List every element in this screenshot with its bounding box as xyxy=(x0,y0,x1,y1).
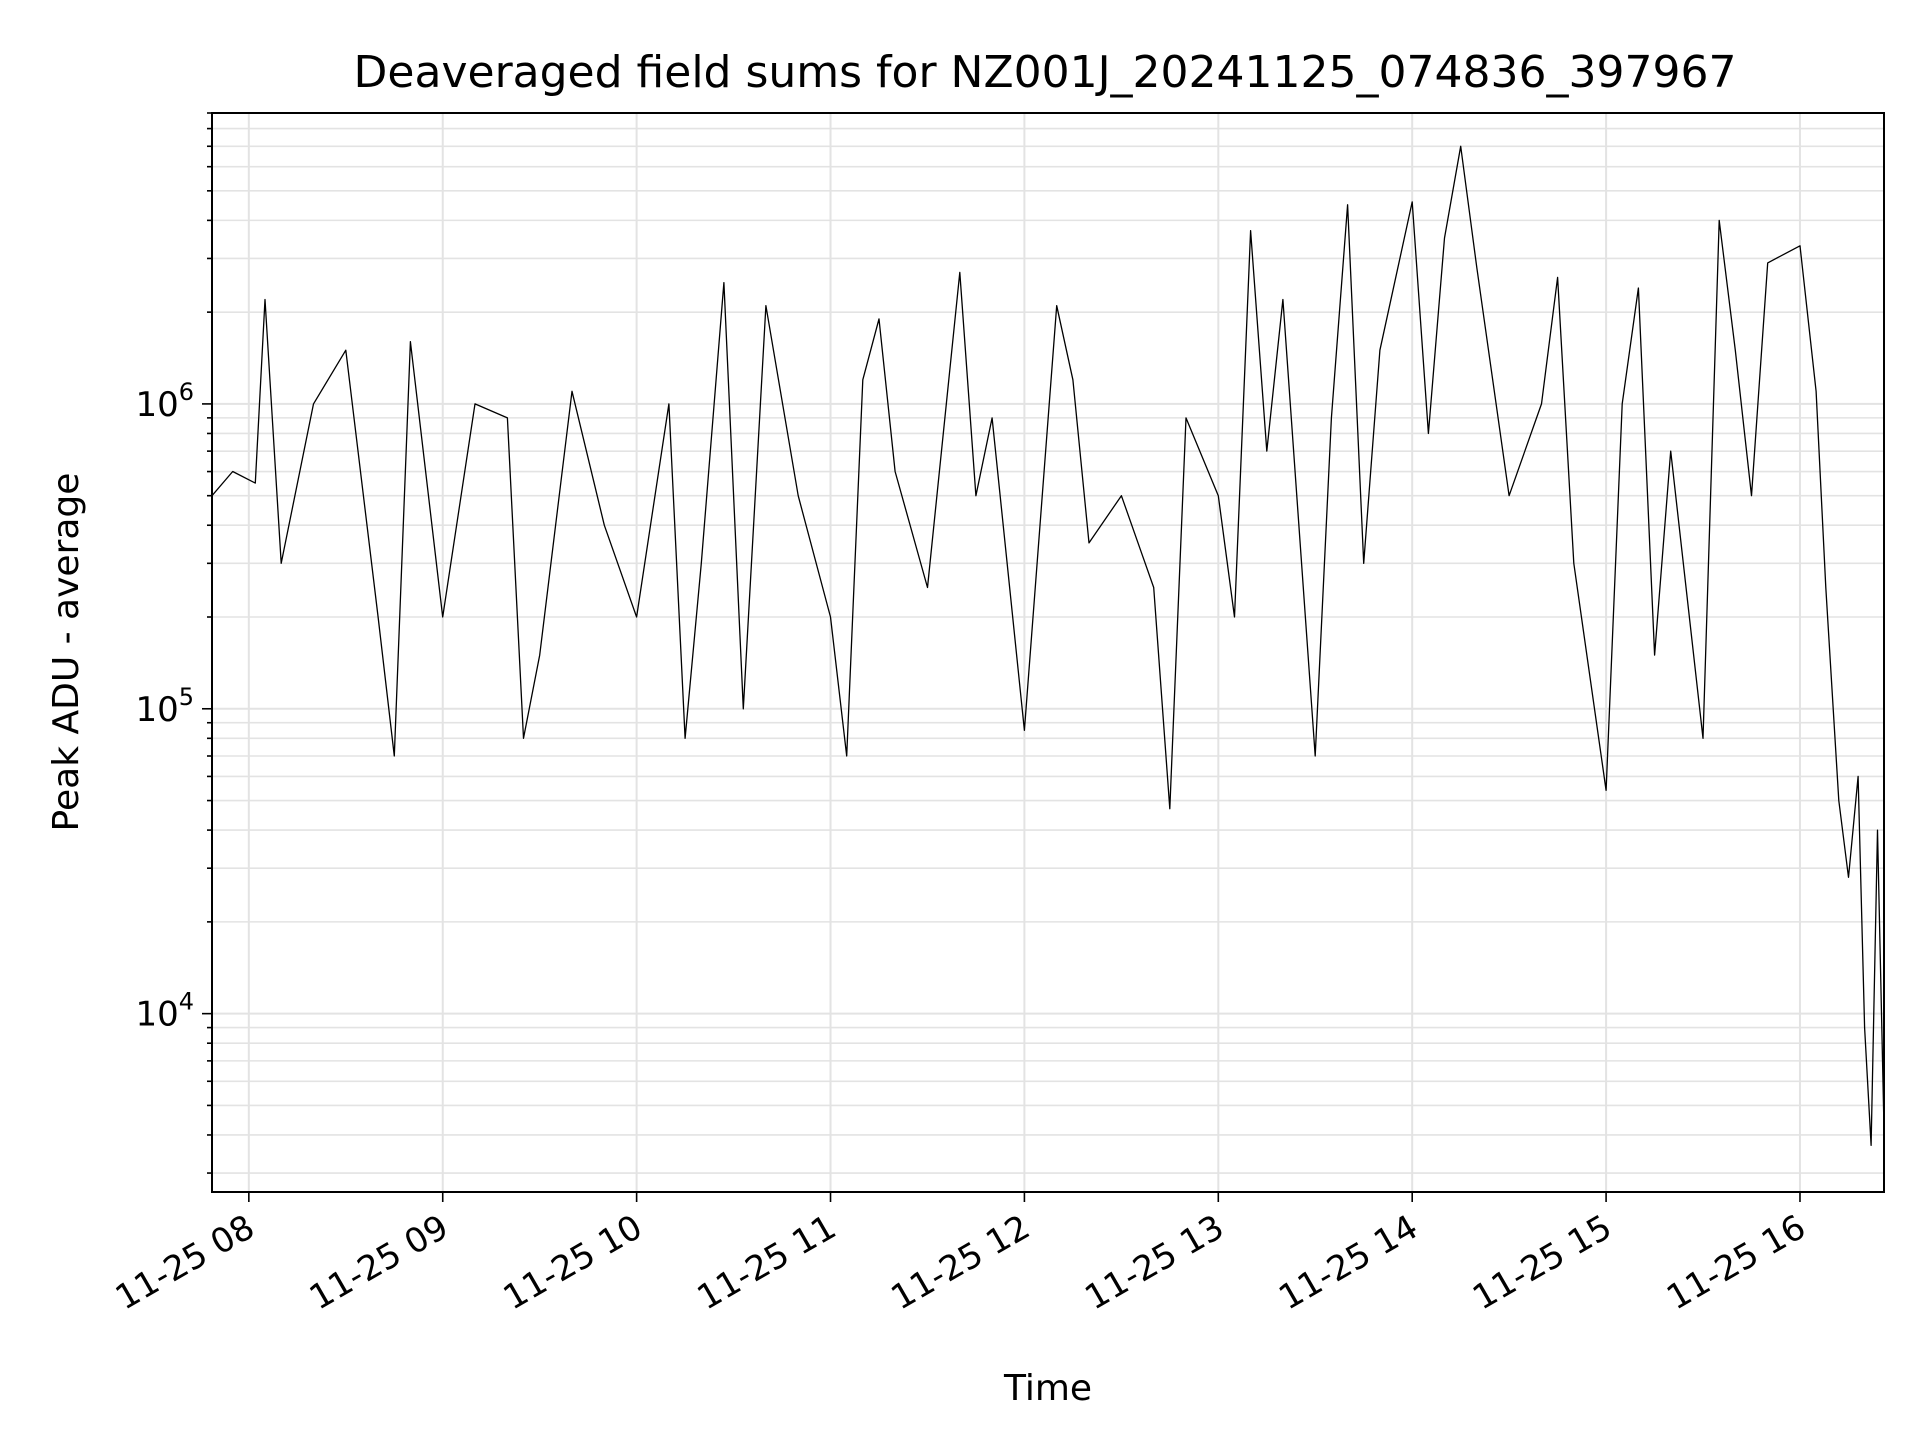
chart-title: Deaveraged field sums for NZ001J_2024112… xyxy=(354,47,1737,98)
x-axis-title: Time xyxy=(1003,1368,1092,1409)
y-axis-title: Peak ADU - average xyxy=(46,473,87,832)
y-tick-label: 105 xyxy=(135,683,194,730)
series-line xyxy=(211,145,1885,1146)
plot-frame xyxy=(211,112,1885,1193)
y-tick-label: 106 xyxy=(135,378,194,425)
y-tick-label: 104 xyxy=(135,988,194,1035)
